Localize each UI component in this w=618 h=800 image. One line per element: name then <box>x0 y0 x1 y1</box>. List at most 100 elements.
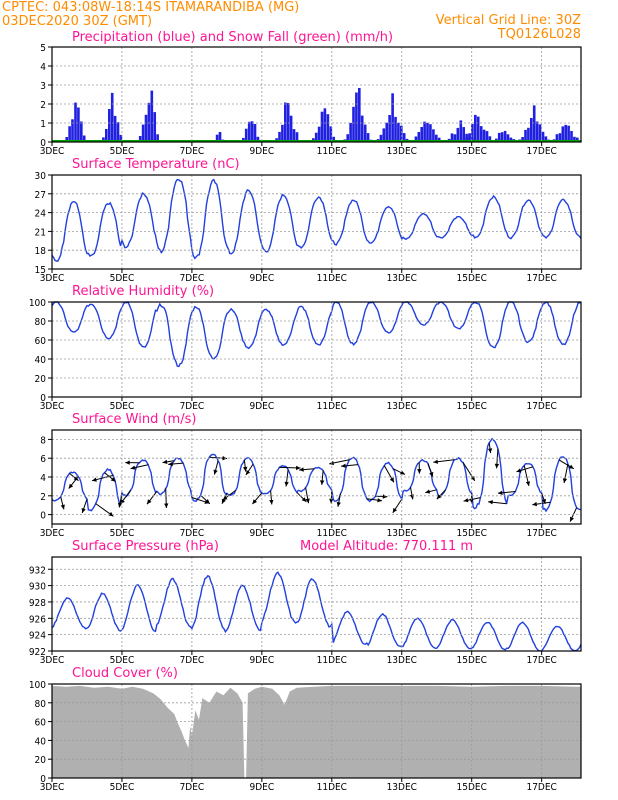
wind-arrow-head <box>487 448 493 454</box>
precip-bar <box>65 137 69 142</box>
x-tick-label: 13DEC <box>387 273 417 284</box>
precip-bar <box>420 127 424 142</box>
x-tick-label: 5DEC <box>110 782 135 793</box>
wind-arrow-head <box>377 498 382 503</box>
panel-frame <box>51 301 582 398</box>
y-tick-label: 1 <box>40 119 46 130</box>
y-tick-label: 6 <box>40 454 46 465</box>
wind-arrow-head <box>269 499 274 505</box>
x-tick-label: 3DEC <box>40 401 65 412</box>
precip-bar <box>153 112 157 142</box>
y-tick-label: 2 <box>40 100 46 111</box>
precip-bar <box>432 129 435 142</box>
precip-bar <box>503 130 507 142</box>
precip-bar <box>363 124 367 142</box>
precip-bar <box>397 122 400 142</box>
precip-bar <box>497 132 501 142</box>
wind-arrow-head <box>130 465 136 470</box>
x-tick-label: 7DEC <box>180 528 205 539</box>
x-tick-label: 13DEC <box>387 655 417 666</box>
precip-bar <box>102 137 105 142</box>
x-tick-label: 5DEC <box>110 528 135 539</box>
wind-arrow-head <box>222 495 228 501</box>
x-tick-label: 9DEC <box>250 401 275 412</box>
precip-bar <box>116 122 120 142</box>
precip-bar <box>289 115 293 142</box>
precip-bar <box>567 125 570 142</box>
precip-bar <box>286 103 290 142</box>
y-tick-label: 40 <box>35 736 47 747</box>
precip-bar <box>385 122 389 142</box>
precip-bar <box>355 92 358 142</box>
y-tick-label: 922 <box>29 647 46 658</box>
header-model-code: TQ0126L028 <box>497 27 581 42</box>
precip-bar <box>453 134 457 142</box>
y-tick-label: 0 <box>40 393 46 404</box>
precip-bar <box>295 132 299 142</box>
wind-arrow-head <box>213 469 218 475</box>
precip-bar <box>256 136 260 142</box>
x-tick-label: 17DEC <box>526 655 556 666</box>
wind-arrow-head <box>320 480 325 485</box>
wind-arrow-head <box>110 477 116 482</box>
precip-bar <box>500 132 504 142</box>
y-tick-label: 60 <box>35 336 47 347</box>
wind-arrow-head <box>252 499 257 505</box>
precip-bar <box>144 114 148 142</box>
precip-bar <box>471 124 474 142</box>
precip-bar <box>278 131 281 142</box>
precip-bar <box>527 127 530 142</box>
y-tick-label: 80 <box>35 317 47 328</box>
precip-bar <box>253 124 257 142</box>
precip-bar <box>323 108 327 142</box>
wind-arrow-head <box>336 502 341 507</box>
precip-bar <box>141 124 145 142</box>
y-tick-label: 80 <box>35 699 47 710</box>
wind-arrow-head <box>125 460 130 465</box>
precip-bar <box>71 119 74 142</box>
precip-bar <box>379 134 383 142</box>
wind-arrow-head <box>68 483 74 489</box>
wind-arrow-head <box>301 497 307 502</box>
x-tick-label: 11DEC <box>317 782 347 793</box>
precip-bar <box>250 121 254 142</box>
y-tick-label: 0 <box>40 774 46 785</box>
x-tick-label: 5DEC <box>110 655 135 666</box>
precip-bar <box>555 134 559 142</box>
wind-arrow-head <box>409 494 415 500</box>
wind-arrow-head <box>205 499 210 504</box>
y-tick-label: 0 <box>40 138 46 149</box>
y-tick-label: 24 <box>35 209 47 220</box>
y-tick-label: 932 <box>29 565 46 576</box>
precip-bar <box>391 93 394 142</box>
precip-bar <box>509 137 513 142</box>
precip-bar <box>479 126 483 142</box>
wind-arrow-head <box>425 489 431 494</box>
precip-bar <box>244 128 248 142</box>
cloud-panel-title: Cloud Cover (%) <box>72 666 178 681</box>
precip-bar <box>218 132 222 142</box>
x-tick-label: 15DEC <box>457 655 487 666</box>
precip-bar <box>530 118 533 142</box>
y-tick-label: 21 <box>35 227 46 238</box>
y-tick-label: 926 <box>29 614 46 625</box>
wind-arrow-head <box>284 481 289 487</box>
y-tick-label: 3 <box>40 81 46 92</box>
wind-arrow-head <box>245 470 251 475</box>
precip-bar <box>544 136 548 142</box>
precip-bar <box>358 88 361 142</box>
humidity-panel-title: Relative Humidity (%) <box>72 284 214 299</box>
wind-arrow-head <box>532 501 537 507</box>
precip-bar <box>474 114 477 142</box>
y-tick-label: 100 <box>29 680 46 691</box>
precip-bar <box>292 129 296 142</box>
precip-bar <box>80 121 83 142</box>
precip-bar <box>476 116 480 142</box>
wind-arrow-head <box>400 470 405 475</box>
precip-bar <box>329 126 333 142</box>
x-tick-label: 11DEC <box>317 655 347 666</box>
precip-bar <box>414 136 418 142</box>
y-tick-label: 5 <box>40 43 46 54</box>
precip-bar <box>366 133 370 142</box>
wind-arrow-head <box>570 516 574 522</box>
